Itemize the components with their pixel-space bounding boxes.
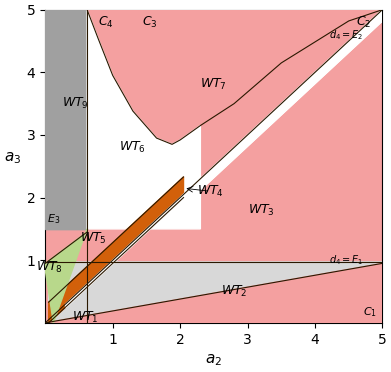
Text: $WT_{5}$: $WT_{5}$	[81, 231, 107, 246]
Y-axis label: $a_3$: $a_3$	[4, 151, 22, 166]
Text: $WT_{1}$: $WT_{1}$	[72, 310, 99, 326]
Polygon shape	[180, 10, 382, 209]
Text: $WT_{4}$: $WT_{4}$	[197, 184, 224, 199]
Text: $d_4{=}E_1$: $d_4{=}E_1$	[328, 253, 363, 267]
Text: $WT_{2}$: $WT_{2}$	[221, 284, 248, 299]
Polygon shape	[45, 229, 87, 323]
Polygon shape	[48, 262, 382, 322]
Polygon shape	[48, 262, 382, 322]
X-axis label: $a_2$: $a_2$	[205, 352, 222, 368]
Polygon shape	[45, 263, 382, 323]
Text: $WT_{6}$: $WT_{6}$	[119, 140, 147, 155]
Polygon shape	[45, 10, 382, 323]
Polygon shape	[48, 177, 183, 323]
Text: $WT_{7}$: $WT_{7}$	[201, 77, 227, 92]
Polygon shape	[66, 191, 187, 308]
Text: $C_4$: $C_4$	[98, 15, 114, 30]
Text: $d_4{=}E_2$: $d_4{=}E_2$	[328, 28, 363, 42]
Text: $C_1$: $C_1$	[363, 305, 377, 319]
Polygon shape	[45, 10, 87, 229]
Polygon shape	[45, 263, 382, 323]
Polygon shape	[180, 10, 382, 209]
Polygon shape	[45, 10, 87, 229]
Text: $C_3$: $C_3$	[142, 15, 158, 30]
Text: $WT_{9}$: $WT_{9}$	[62, 96, 89, 111]
Polygon shape	[87, 10, 382, 144]
Text: $WT_{3}$: $WT_{3}$	[248, 203, 274, 218]
Text: $E_3$: $E_3$	[47, 213, 60, 227]
Text: $C_2$: $C_2$	[356, 15, 371, 30]
Polygon shape	[87, 10, 200, 229]
Text: $WT_{8}$: $WT_{8}$	[36, 260, 63, 275]
